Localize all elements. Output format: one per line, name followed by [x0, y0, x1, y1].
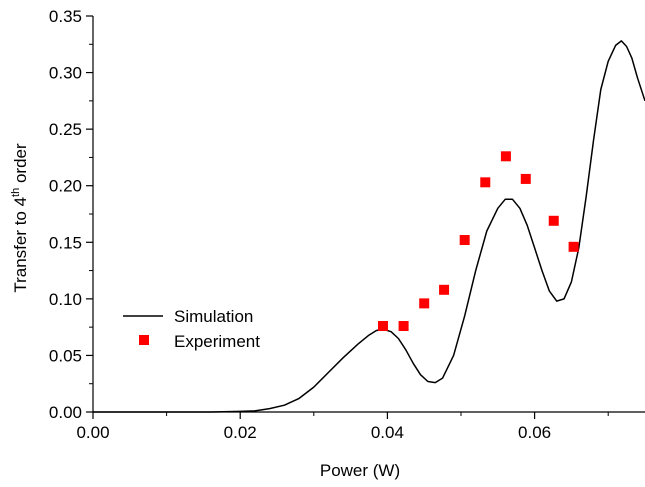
x-axis-title: Power (W): [320, 461, 400, 480]
y-tick-label: 0.15: [49, 233, 82, 252]
experiment-point: [548, 215, 559, 226]
y-tick-label: 0.10: [49, 290, 82, 309]
experiment-point: [398, 321, 409, 332]
y-tick-label: 0.20: [49, 177, 82, 196]
experiment-point: [520, 173, 531, 184]
experiment-point: [500, 151, 511, 162]
experiment-point: [568, 241, 579, 252]
y-axis-title-main: Transfer to 4: [11, 197, 30, 293]
plot-area: [93, 40, 645, 413]
legend-label-experiment: Experiment: [174, 332, 260, 351]
y-axis-title-superscript: th: [10, 188, 22, 197]
y-tick-label: 0.35: [49, 7, 82, 26]
minor-ticks: [89, 43, 609, 416]
x-tick-label: 0.02: [224, 423, 257, 442]
y-tick-label: 0.05: [49, 346, 82, 365]
experiment-point: [419, 298, 430, 309]
legend-label-simulation: Simulation: [174, 307, 253, 326]
experiment-point: [480, 177, 491, 188]
simulation-line: [93, 40, 645, 413]
experiment-point: [439, 284, 450, 295]
legend: Simulation Experiment: [123, 307, 260, 351]
y-axis-title-end: order: [11, 143, 30, 188]
y-tick-label: 0.00: [49, 403, 82, 422]
x-tick-label: 0.00: [76, 423, 109, 442]
x-tick-label: 0.04: [371, 423, 404, 442]
experiment-point: [377, 321, 388, 332]
y-tick-label: 0.25: [49, 120, 82, 139]
major-ticks: [86, 15, 536, 419]
experiment-point: [459, 235, 470, 246]
y-tick-label: 0.30: [49, 64, 82, 83]
y-axis-title: Transfer to 4th order: [10, 143, 30, 293]
x-tick-label: 0.06: [518, 423, 551, 442]
tick-labels: 0.00 0.02 0.04 0.06 0.00 0.05 0.10 0.15 0.20 0.25…: [49, 7, 551, 442]
legend-marker-swatch: [139, 335, 149, 345]
